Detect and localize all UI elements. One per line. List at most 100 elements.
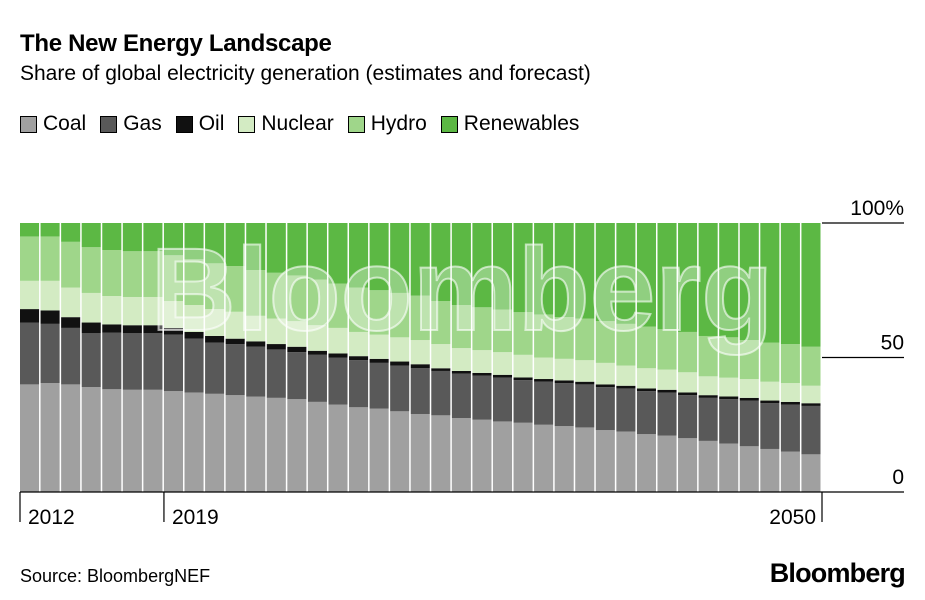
bar-oil-2016 (102, 324, 122, 333)
bar-nuclear-2025 (287, 321, 307, 347)
bar-renewables-2036 (513, 223, 533, 313)
bar-coal-2034 (472, 419, 492, 492)
bar-nuclear-2039 (575, 360, 595, 382)
bar-gas-2038 (554, 383, 574, 427)
bar-renewables-2021 (205, 223, 225, 264)
bar-hydro-2039 (575, 318, 595, 361)
bar-gas-2026 (307, 354, 327, 402)
legend-swatch-gas (100, 115, 118, 133)
bar-oil-2023 (246, 341, 266, 347)
bar-renewables-2037 (534, 223, 554, 315)
bar-gas-2013 (40, 323, 60, 384)
legend: Coal Gas Oil Nuclear Hydro Renewables (20, 112, 593, 136)
bar-nuclear-2020 (184, 305, 204, 332)
bar-renewables-2020 (184, 223, 204, 260)
bar-renewables-2032 (431, 223, 451, 302)
bar-oil-2033 (451, 370, 471, 374)
bar-nuclear-2035 (492, 352, 513, 375)
bar-gas-2039 (575, 384, 595, 428)
bar-renewables-2035 (492, 223, 513, 310)
bar-oil-2036 (513, 377, 533, 381)
legend-item-renewables: Renewables (440, 112, 579, 136)
bar-gas-2042 (636, 391, 656, 435)
bar-coal-2035 (492, 421, 513, 492)
bar-renewables-2023 (246, 223, 266, 271)
bar-coal-2047 (739, 446, 759, 492)
bar-nuclear-2038 (554, 358, 574, 381)
bar-nuclear-2043 (657, 369, 677, 390)
source-note: Source: BloombergNEF (20, 566, 211, 586)
bar-nuclear-2036 (513, 354, 533, 378)
bar-nuclear-2046 (719, 377, 739, 397)
bar-renewables-2027 (328, 223, 348, 284)
bar-nuclear-2023 (246, 315, 266, 342)
bar-hydro-2050 (801, 346, 821, 386)
bar-coal-2046 (719, 443, 739, 492)
bar-oil-2024 (266, 344, 286, 350)
bar-gas-2018 (143, 333, 163, 390)
bar-gas-2030 (390, 365, 410, 412)
bar-oil-2040 (595, 384, 615, 388)
bar-coal-2044 (678, 438, 698, 492)
bar-oil-2037 (534, 379, 554, 382)
bar-coal-2019 (163, 391, 184, 493)
bar-nuclear-2013 (40, 280, 60, 311)
bar-oil-2021 (205, 335, 225, 343)
bar-gas-2050 (801, 405, 821, 455)
x-tick-label-2019: 2019 (172, 506, 219, 529)
bar-oil-2022 (225, 338, 245, 345)
y-tick-label-50: 50 (881, 332, 904, 355)
bar-renewables-2039 (575, 223, 595, 319)
bar-hydro-2035 (492, 309, 513, 353)
x-tick-label-2012: 2012 (28, 506, 75, 529)
bar-hydro-2042 (636, 326, 656, 369)
bar-nuclear-2029 (369, 334, 389, 359)
bar-nuclear-2026 (307, 325, 327, 351)
bar-gas-2021 (205, 342, 225, 394)
bar-renewables-2016 (102, 223, 122, 251)
bar-renewables-2014 (61, 223, 81, 242)
bar-gas-2027 (328, 357, 348, 405)
legend-item-oil: Oil (175, 112, 224, 136)
legend-swatch-nuclear (238, 115, 256, 133)
bar-gas-2046 (719, 399, 739, 444)
bar-coal-2024 (266, 397, 286, 492)
legend-swatch-coal (20, 115, 37, 133)
bar-gas-2028 (349, 360, 369, 408)
bar-hydro-2027 (328, 283, 348, 328)
bar-nuclear-2048 (760, 381, 780, 401)
bar-hydro-2037 (534, 314, 554, 358)
bar-gas-2043 (657, 392, 677, 436)
bar-nuclear-2027 (328, 327, 348, 354)
bar-oil-2030 (390, 361, 410, 366)
bar-gas-2045 (698, 397, 718, 441)
legend-swatch-hydro (347, 115, 365, 133)
bar-hydro-2020 (184, 259, 204, 306)
bar-renewables-2045 (698, 223, 718, 336)
bar-gas-2047 (739, 400, 759, 447)
bar-coal-2018 (143, 389, 163, 492)
bar-hydro-2019 (163, 255, 184, 302)
bar-oil-2012 (20, 309, 40, 323)
bar-renewables-2034 (472, 223, 492, 308)
bar-nuclear-2032 (431, 344, 451, 369)
bar-nuclear-2040 (595, 362, 615, 385)
bar-oil-2050 (801, 403, 821, 406)
bar-coal-2031 (410, 413, 430, 492)
bar-coal-2028 (349, 407, 369, 492)
bar-renewables-2025 (287, 223, 307, 276)
bar-nuclear-2024 (266, 318, 286, 345)
y-tick-label-0: 0 (892, 466, 904, 489)
bar-nuclear-2015 (81, 292, 101, 323)
bar-coal-2042 (636, 434, 656, 492)
bar-coal-2017 (122, 389, 142, 492)
bar-nuclear-2033 (451, 348, 471, 371)
legend-swatch-oil (175, 115, 193, 133)
bar-renewables-2029 (369, 223, 389, 291)
bar-hydro-2013 (40, 236, 60, 281)
bar-coal-2021 (205, 393, 225, 492)
bar-renewables-2044 (678, 223, 698, 332)
bar-nuclear-2021 (205, 309, 225, 336)
bar-hydro-2041 (616, 323, 636, 366)
legend-swatch-renewables (440, 115, 458, 133)
